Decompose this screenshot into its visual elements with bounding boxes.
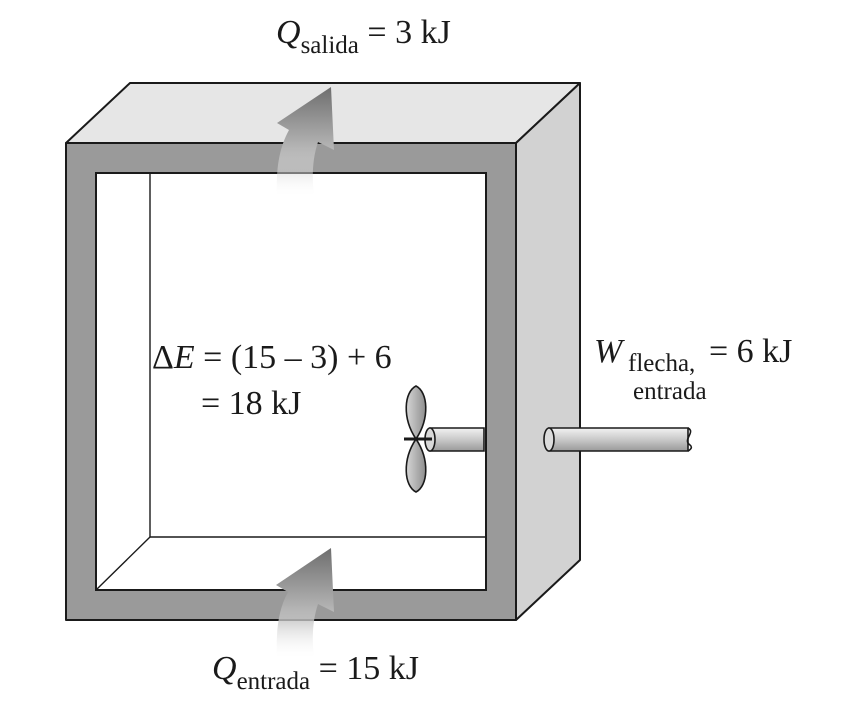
box-side-face: [515, 82, 581, 621]
heat-out-value: = 3 kJ: [358, 14, 451, 51]
energy-balance-result: = 18 kJ: [201, 385, 302, 422]
heat-out-subscript: salida: [300, 32, 359, 59]
heat-in-subscript: entrada: [236, 668, 311, 695]
shaft-work-subscript-line2: entrada: [633, 378, 707, 405]
shaft-work-value: = 6 kJ: [709, 333, 793, 370]
inner-shaft: [424, 427, 485, 452]
paddle-wheel-icon: [404, 385, 432, 493]
heat-in-symbol: Q: [212, 650, 237, 687]
heat-out-label: Qsalida = 3 kJ: [276, 14, 451, 59]
outer-shaft: [543, 427, 693, 452]
heat-out-arrow: [276, 87, 334, 198]
heat-out-symbol: Q: [276, 14, 301, 51]
heat-in-value: = 15 kJ: [310, 650, 420, 687]
shaft-work-subscript-line1: flecha,: [628, 350, 696, 377]
shaft-work-symbol: W: [594, 333, 623, 370]
energy-balance-line1: ΔE = (15 – 3) + 6: [152, 339, 392, 377]
energy-symbol: E: [173, 339, 195, 376]
energy-balance-expression: = (15 – 3) + 6: [194, 339, 392, 376]
energy-balance-line2: = 18 kJ: [201, 385, 301, 423]
box-cavity: [95, 172, 487, 591]
delta-symbol: Δ: [152, 339, 174, 376]
heat-in-label: Qentrada = 15 kJ: [212, 650, 420, 695]
heat-in-arrow: [276, 548, 334, 660]
box-inner-edges: [95, 173, 486, 591]
